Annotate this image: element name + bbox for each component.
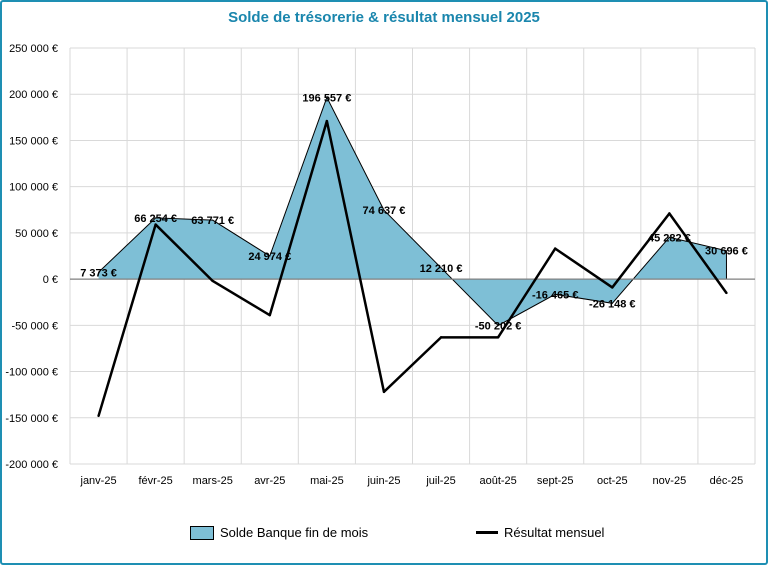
y-tick-label: -150 000 € (5, 413, 58, 425)
x-tick-label: juin-25 (366, 475, 400, 487)
x-tick-label: avr-25 (254, 475, 285, 487)
x-tick-label: nov-25 (653, 475, 687, 487)
data-label: 66 254 € (134, 213, 177, 225)
area-point (155, 217, 157, 219)
line-point (439, 336, 443, 339)
y-tick-label: -200 000 € (5, 459, 58, 471)
area-point (668, 236, 670, 238)
legend-item-resultat[interactable]: Résultat mensuel (476, 525, 604, 540)
x-tick-label: juil-25 (425, 475, 455, 487)
legend-swatch-line (476, 531, 498, 534)
x-tick-label: oct-25 (597, 475, 628, 487)
line-point (268, 313, 271, 317)
legend-item-solde[interactable]: Solde Banque fin de mois (190, 525, 368, 540)
data-label: 45 282 € (648, 232, 691, 244)
x-tick-label: févr-25 (139, 475, 173, 487)
line-point (154, 223, 157, 226)
y-tick-label: -50 000 € (12, 320, 58, 332)
legend-label-solde: Solde Banque fin de mois (220, 525, 369, 540)
x-tick-label: déc-25 (710, 475, 744, 487)
line-point (554, 247, 557, 250)
chart-title: Solde de trésorerie & résultat mensuel 2… (228, 9, 540, 26)
data-label: 24 974 € (248, 251, 291, 263)
y-tick-label: 200 000 € (9, 89, 58, 101)
area-solde-outline (98, 96, 727, 327)
data-label: -50 202 € (475, 321, 521, 333)
data-label: 30 696 € (705, 246, 748, 258)
line-point (725, 291, 728, 295)
line-point (325, 119, 329, 123)
area-point (212, 219, 214, 221)
data-label: -26 148 € (589, 298, 635, 310)
area-point (98, 271, 100, 273)
area-point (269, 255, 271, 257)
area-point (326, 96, 328, 98)
y-tick-label: 250 000 € (9, 43, 58, 55)
legend-label-resultat: Résultat mensuel (504, 525, 605, 540)
area-point (440, 267, 442, 269)
data-label: 7 373 € (80, 267, 117, 279)
line-point (668, 212, 671, 215)
y-tick-label: 50 000 € (15, 228, 58, 240)
line-point (382, 390, 386, 394)
data-label: 12 210 € (420, 263, 463, 275)
line-point (97, 414, 100, 418)
y-tick-label: -100 000 € (5, 367, 58, 379)
line-point (611, 286, 614, 289)
x-tick-label: août-25 (479, 475, 516, 487)
data-label: 196 557 € (302, 92, 351, 104)
line-resultat-mensuel (97, 119, 728, 417)
y-tick-label: 0 € (43, 274, 58, 286)
x-tick-label: janv-25 (80, 475, 117, 487)
area-point (383, 209, 385, 211)
line-point (496, 336, 500, 339)
area-point (497, 325, 499, 327)
area-solde-banque (98, 97, 727, 326)
x-tick-label: mars-25 (193, 475, 233, 487)
area-point (725, 250, 727, 252)
x-tick-label: mai-25 (310, 475, 344, 487)
area-point (611, 302, 613, 304)
area-point (554, 293, 556, 295)
data-label: 74 637 € (363, 205, 406, 217)
x-tick-label: sept-25 (537, 475, 574, 487)
data-label: -16 465 € (532, 289, 578, 301)
chart-legend: Solde Banque fin de mois Résultat mensue… (0, 525, 768, 545)
data-label: 63 771 € (191, 215, 234, 227)
legend-swatch-area (190, 525, 214, 540)
y-tick-label: 150 000 € (9, 135, 58, 147)
y-tick-label: 100 000 € (9, 182, 58, 194)
line-point (211, 279, 214, 283)
